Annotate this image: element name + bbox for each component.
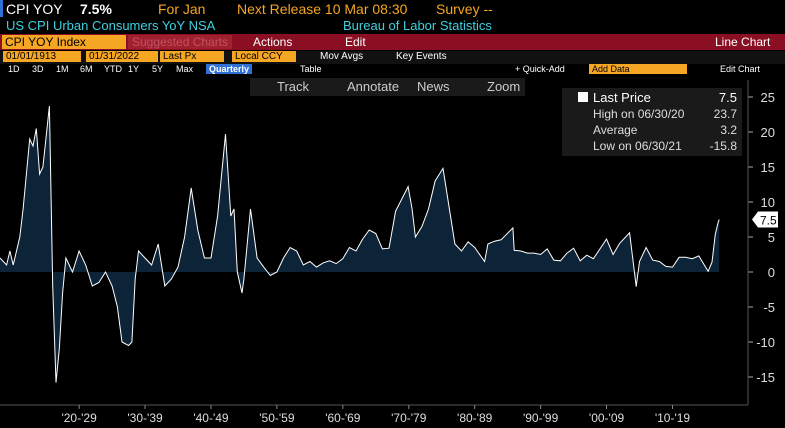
y-tick-label: 25	[761, 90, 775, 105]
quick-add[interactable]: + Quick-Add	[515, 64, 565, 74]
y-tick-label: 5	[768, 230, 775, 245]
x-tick-label: '70-'79	[391, 411, 427, 425]
toolbar: CPI YOY Index Suggested Charts Actions E…	[0, 34, 785, 50]
security[interactable]: CPI YOY Index	[2, 35, 126, 49]
x-tick-label: '30-'39	[127, 411, 163, 425]
key-events[interactable]: Key Events	[396, 51, 447, 62]
description: US CPI Urban Consumers YoY NSA	[6, 18, 216, 33]
ticker: CPI YOY	[6, 1, 63, 17]
x-tick-label: '50-'59	[259, 411, 295, 425]
range-button[interactable]: 1D	[8, 64, 20, 74]
x-tick-label: '60-'69	[325, 411, 361, 425]
legend-stat-label: Low on 06/30/21	[593, 139, 682, 153]
marker	[0, 0, 3, 17]
edit[interactable]: Edit	[345, 35, 366, 49]
last: 7.5%	[80, 1, 112, 17]
x-tick-label: '90-'99	[523, 411, 559, 425]
range-button[interactable]: Max	[176, 64, 194, 74]
period: For Jan	[158, 1, 206, 17]
legend-swatch	[578, 92, 588, 102]
edit-chart[interactable]: Edit Chart	[720, 64, 761, 74]
start-date[interactable]: 01/01/1913	[3, 51, 81, 62]
range-button[interactable]: 6M	[80, 64, 93, 74]
legend-value: 7.5	[719, 90, 737, 105]
suggested[interactable]: Suggested Charts	[128, 35, 233, 49]
line	[0, 106, 720, 383]
last-tag: 7.5	[760, 214, 777, 228]
survey: Survey --	[436, 1, 493, 17]
end-date[interactable]: 01/31/2022	[86, 51, 158, 62]
field[interactable]: Last Px	[160, 51, 224, 62]
subheader: US CPI Urban Consumers YoY NSA Bureau of…	[0, 17, 785, 33]
x-tick-label: '00-'09	[589, 411, 625, 425]
last-tag-bg	[752, 211, 778, 228]
header: CPI YOY 7.5% For Jan Next Release 10 Mar…	[0, 0, 785, 17]
x-tick-label: '20-'29	[61, 411, 97, 425]
chart-kind: Line Chart	[715, 35, 771, 49]
x-tick-label: '40-'49	[193, 411, 229, 425]
actions[interactable]: Actions	[253, 35, 293, 49]
chart-tools-bg	[250, 78, 525, 96]
chart-tool[interactable]: Annotate	[347, 79, 399, 94]
y-tick-label: 15	[761, 160, 775, 175]
chart-tool[interactable]: Zoom	[487, 79, 520, 94]
y-tick-label: -15	[756, 370, 775, 385]
y-tick-label: 0	[768, 265, 775, 280]
y-tick-label: -5	[763, 300, 775, 315]
legend-stat-label: Average	[593, 123, 638, 137]
range-button[interactable]: 5Y	[152, 64, 164, 74]
ranges: 1D 3D 1M 6M YTD 1Y 5Y Max Quarterly Table + Qui…	[0, 64, 785, 77]
x-tick-label: '10-'19	[655, 411, 691, 425]
y-tick-label: 20	[761, 125, 775, 140]
range-button[interactable]: 1M	[56, 64, 69, 74]
legend-stat-value: 23.7	[714, 107, 738, 121]
legend-stat-value: -15.8	[710, 139, 738, 153]
range-button[interactable]: 3D	[32, 64, 44, 74]
chart-tool[interactable]: News	[417, 79, 450, 94]
legend-stat-label: High on 06/30/20	[593, 107, 685, 121]
table[interactable]: Table	[300, 64, 322, 74]
next-release: Next Release 10 Mar 08:30	[237, 1, 408, 17]
settings: 01/01/1913 01/31/2022 Last Px Local CCY …	[0, 51, 785, 64]
mov-avgs[interactable]: Mov Avgs	[320, 51, 364, 62]
range-button[interactable]: 1Y	[128, 64, 140, 74]
range-button[interactable]: YTD	[104, 64, 122, 74]
legend-bg	[562, 88, 742, 156]
source: Bureau of Labor Statistics	[343, 18, 492, 33]
legend-name: Last Price	[593, 90, 651, 105]
y-tick-label: -10	[756, 335, 775, 350]
chart-tool[interactable]: Track	[277, 79, 310, 94]
chart: Track Annotate News Zoom -15 -10 -5 0 5 10 15 20 25 7…	[0, 78, 778, 425]
x-tick-label: '80-'89	[457, 411, 493, 425]
currency[interactable]: Local CCY	[232, 51, 296, 62]
y-tick-label: 10	[761, 195, 775, 210]
frequency[interactable]: Quarterly	[206, 64, 253, 74]
legend-stat-value: 3.2	[720, 123, 737, 137]
add-data[interactable]: Add Data	[589, 64, 687, 74]
